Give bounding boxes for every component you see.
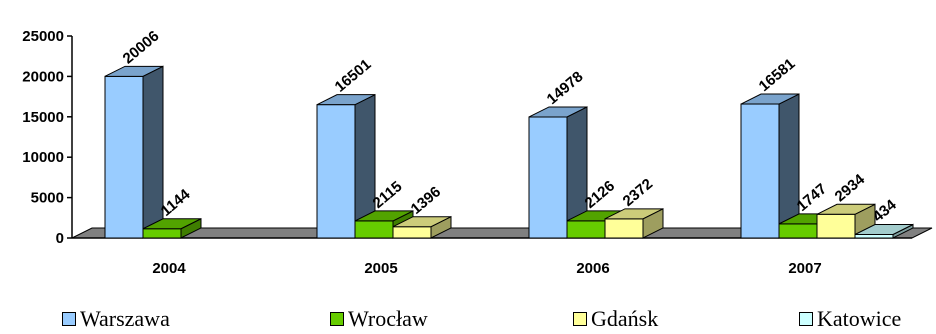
bar-top [604, 208, 664, 220]
y-tick-label: 25000 [22, 28, 64, 45]
bar-katowice-2007 [854, 223, 914, 239]
y-tick-label: 10000 [22, 149, 64, 166]
x-tick-label: 2005 [364, 260, 397, 277]
x-tick-label: 2007 [788, 260, 821, 277]
data-label: 1396 [408, 183, 444, 217]
legend-label-wroclaw: Wrocław [348, 306, 428, 331]
bar-chart: 0 5000 10000 15000 20000 25000 2004 2005 2006 200… [22, 28, 933, 277]
data-label: 14978 [544, 68, 587, 108]
bar-gdansk-2005 [392, 215, 452, 239]
legend-item-katowice: Katowice [799, 306, 901, 332]
legend-item-wroclaw: Wrocław [330, 306, 428, 332]
legend-swatch-warszawa [62, 312, 76, 326]
bar-front [816, 213, 856, 239]
bar-top [392, 216, 452, 228]
legend-label-katowice: Katowice [817, 306, 902, 331]
x-tick-label: 2006 [576, 260, 609, 277]
bar-warszawa-2006 [528, 106, 588, 239]
bar-front [566, 220, 606, 239]
bar-warszawa-2007 [740, 93, 800, 239]
bar-front [854, 233, 894, 239]
bar-front [142, 228, 182, 239]
bar-top [142, 218, 202, 230]
legend-swatch-gdansk [573, 312, 587, 326]
y-tick-label: 5000 [31, 190, 64, 207]
bar-wroclaw-2004 [142, 217, 202, 239]
bar-front [740, 103, 780, 239]
bar-front [354, 220, 394, 239]
data-label: 16501 [332, 56, 375, 96]
legend-label-warszawa: Warszawa [80, 306, 170, 331]
bar-front [778, 223, 818, 239]
data-label: 2934 [832, 170, 869, 205]
legend-item-gdansk: Gdańsk [573, 306, 658, 332]
bar-front [604, 218, 644, 239]
bar-gdansk-2006 [604, 208, 664, 239]
bar-top [316, 94, 376, 106]
data-label: 20006 [120, 28, 163, 68]
y-tick-label: 15000 [22, 109, 64, 126]
bar-warszawa-2005 [316, 93, 376, 239]
bar-front [392, 226, 432, 239]
bar-top [104, 65, 164, 77]
bar-front [528, 116, 568, 239]
bar-top [354, 210, 414, 222]
bar-top [740, 93, 800, 105]
legend: Warszawa Wrocław Gdańsk Katowice [0, 306, 936, 334]
y-tick-label: 20000 [22, 68, 64, 85]
bar-top [816, 203, 876, 215]
bar-side [142, 65, 164, 239]
y-tick-label: 0 [56, 230, 64, 247]
bar-warszawa-2004 [104, 65, 164, 239]
legend-item-warszawa: Warszawa [62, 306, 170, 332]
bar-front [104, 75, 144, 239]
bar-top [528, 106, 588, 118]
legend-swatch-katowice [799, 312, 813, 326]
data-label: 16581 [756, 55, 799, 95]
legend-swatch-wroclaw [330, 312, 344, 326]
legend-label-gdansk: Gdańsk [591, 306, 659, 331]
data-label: 2372 [620, 175, 656, 209]
x-tick-label: 2004 [152, 260, 186, 277]
bar-top [854, 223, 914, 235]
bar-front [316, 104, 356, 239]
